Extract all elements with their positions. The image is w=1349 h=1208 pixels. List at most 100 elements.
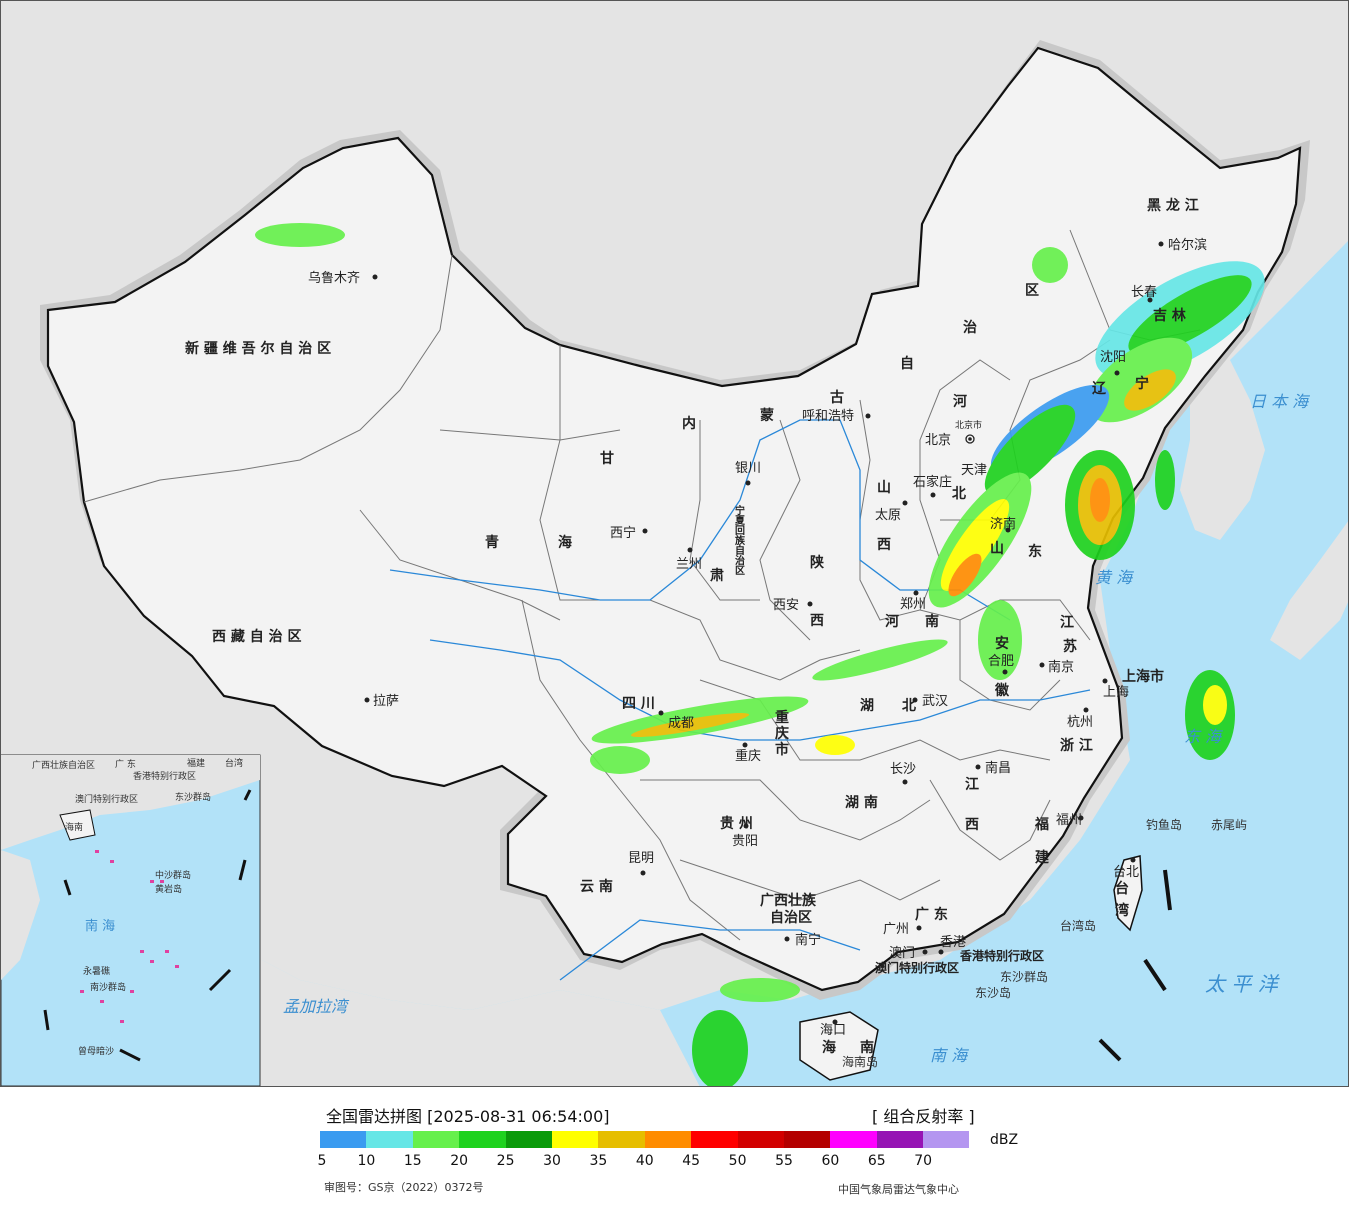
city-label: 南昌 [985, 760, 1011, 776]
color-scale-tick-label: 55 [775, 1153, 793, 1169]
province-label: 市 [775, 741, 789, 758]
province-label: 东 [1028, 543, 1042, 560]
province-label: 南 [860, 1039, 874, 1056]
city-label: 合肥 [988, 654, 1014, 669]
province-label: 江 [965, 776, 979, 793]
inset-label: 永暑礁 [83, 965, 110, 977]
province-label: 内 [682, 415, 696, 432]
inset-label: 南 海 [85, 918, 115, 934]
color-scale-cell [830, 1131, 877, 1148]
city-label: 台北 [1113, 865, 1139, 880]
province-label: 安 [995, 635, 1009, 652]
province-label: 福 [1034, 816, 1049, 833]
province-label: 山 [990, 541, 1004, 557]
province-label: 辽 [1092, 381, 1107, 397]
city-label: 昆明 [628, 851, 654, 866]
province-label: 江 [1060, 614, 1074, 631]
city-label: 兰州 [676, 557, 702, 572]
city-label: 长沙 [890, 762, 916, 777]
city-label: 天津 [961, 463, 987, 478]
city-label: 北京 [925, 433, 951, 448]
province-label: 西 [877, 537, 891, 553]
sea-label: 孟加拉湾 [283, 997, 350, 1016]
city-label: 西宁 [610, 525, 636, 541]
rivers [389, 419, 1091, 981]
city-label: 呼和浩特 [802, 409, 854, 424]
province-label: 海 [822, 1039, 836, 1056]
province-label: 北 [952, 486, 966, 502]
province-label: 重 [775, 709, 789, 726]
sea-label: 东 海 [1184, 727, 1223, 746]
city-label: 拉萨 [373, 694, 399, 709]
city-labels: 乌鲁木齐 拉萨 西宁 兰州 银川 呼和浩特 北京 北京市 天津 石家庄 太原 西… [308, 237, 1207, 1038]
color-scale-bar [320, 1131, 970, 1148]
province-label: 河 [953, 393, 967, 410]
japan-land [1270, 520, 1349, 660]
color-scale-cell [320, 1131, 367, 1148]
inset-label: 广西壮族自治区 [32, 759, 95, 771]
color-scale-tick-label: 45 [682, 1153, 701, 1169]
sea-label: 太 平 洋 [1205, 972, 1280, 996]
province-label: 西 [965, 817, 979, 833]
color-scale-cell [737, 1131, 784, 1148]
province-label: 建 [1035, 849, 1049, 866]
province-label: 苏 [1063, 638, 1077, 655]
province-label: 肃 [710, 567, 724, 584]
legend-title: 全国雷达拼图 [2025-08-31 06:54:00] [326, 1107, 610, 1126]
color-scale-cell [691, 1131, 738, 1148]
province-label: 宁夏回族自治区 [733, 504, 746, 575]
province-label: 宁 [1135, 375, 1149, 392]
inset-label: 海南 [65, 821, 83, 833]
sea-label: 日 本 海 [1250, 392, 1310, 411]
island-label: 东沙群岛 [1000, 969, 1048, 984]
province-label: 自 [900, 355, 914, 372]
city-label: 广州 [883, 922, 909, 937]
data-source: 中国气象局雷达气象中心 [838, 1183, 959, 1196]
province-label: 山 [877, 480, 891, 496]
color-scale-tick-label: 5 [317, 1153, 327, 1169]
color-scale-tick-label: 25 [496, 1153, 515, 1169]
city-dots [364, 241, 1164, 1025]
province-label: 吉 林 [1153, 307, 1186, 324]
province-label: 徽 [994, 682, 1010, 699]
color-scale-tick-label: 70 [914, 1153, 933, 1169]
city-label: 上海 [1103, 685, 1129, 700]
city-label: 海口 [820, 1023, 846, 1038]
province-borders [83, 229, 1201, 941]
city-label: 乌鲁木齐 [308, 270, 360, 286]
nine-dash-line [1098, 869, 1172, 1062]
korea-land [1180, 360, 1265, 540]
inset-label: 南沙群岛 [90, 981, 126, 993]
city-label: 银川 [735, 461, 761, 476]
province-label: 西 [810, 613, 824, 629]
inset-label: 曾母暗沙 [78, 1045, 114, 1057]
radar-map: 新 疆 维 吾 尔 自 治 区 西 藏 自 治 区 青 海 甘 肃 内 蒙 古 … [0, 0, 1349, 1087]
province-label: 甘 [600, 450, 614, 467]
color-scale-tick-label: 65 [867, 1153, 886, 1169]
province-label: 湖 [860, 698, 874, 714]
hainan-land [799, 1011, 879, 1081]
city-label: 香港 [940, 935, 966, 950]
province-label: 浙 江 [1060, 737, 1093, 754]
inset-label: 澳门特别行政区 [75, 793, 138, 805]
color-scale-cell [923, 1131, 970, 1148]
city-label: 哈尔滨 [1168, 237, 1207, 253]
color-scale-tick-label: 20 [450, 1153, 469, 1169]
province-label: 湖 南 [845, 794, 878, 811]
province-label: 黑 龙 江 [1147, 197, 1199, 214]
island-labels: 钓鱼岛 赤尾屿 台湾岛 东沙群岛 东沙岛 海南岛 [842, 817, 1247, 1069]
province-label: 香港特别行政区 [959, 948, 1044, 963]
province-label: 古 [830, 389, 844, 406]
province-label: 自治区 [770, 909, 812, 926]
color-scale-cell [551, 1131, 599, 1148]
province-label: 蒙 [760, 407, 774, 424]
island-label: 赤尾屿 [1211, 818, 1247, 832]
city-label: 南京 [1048, 659, 1074, 675]
city-label: 贵阳 [732, 834, 758, 849]
color-scale-cell [412, 1131, 460, 1148]
city-label: 石家庄 [913, 474, 952, 490]
china-land [46, 46, 1302, 992]
map-approval-number: 审图号：GS京（2022）0372号 [324, 1181, 484, 1194]
province-label: 陕 [810, 554, 824, 571]
radar-echoes [255, 223, 1265, 1087]
